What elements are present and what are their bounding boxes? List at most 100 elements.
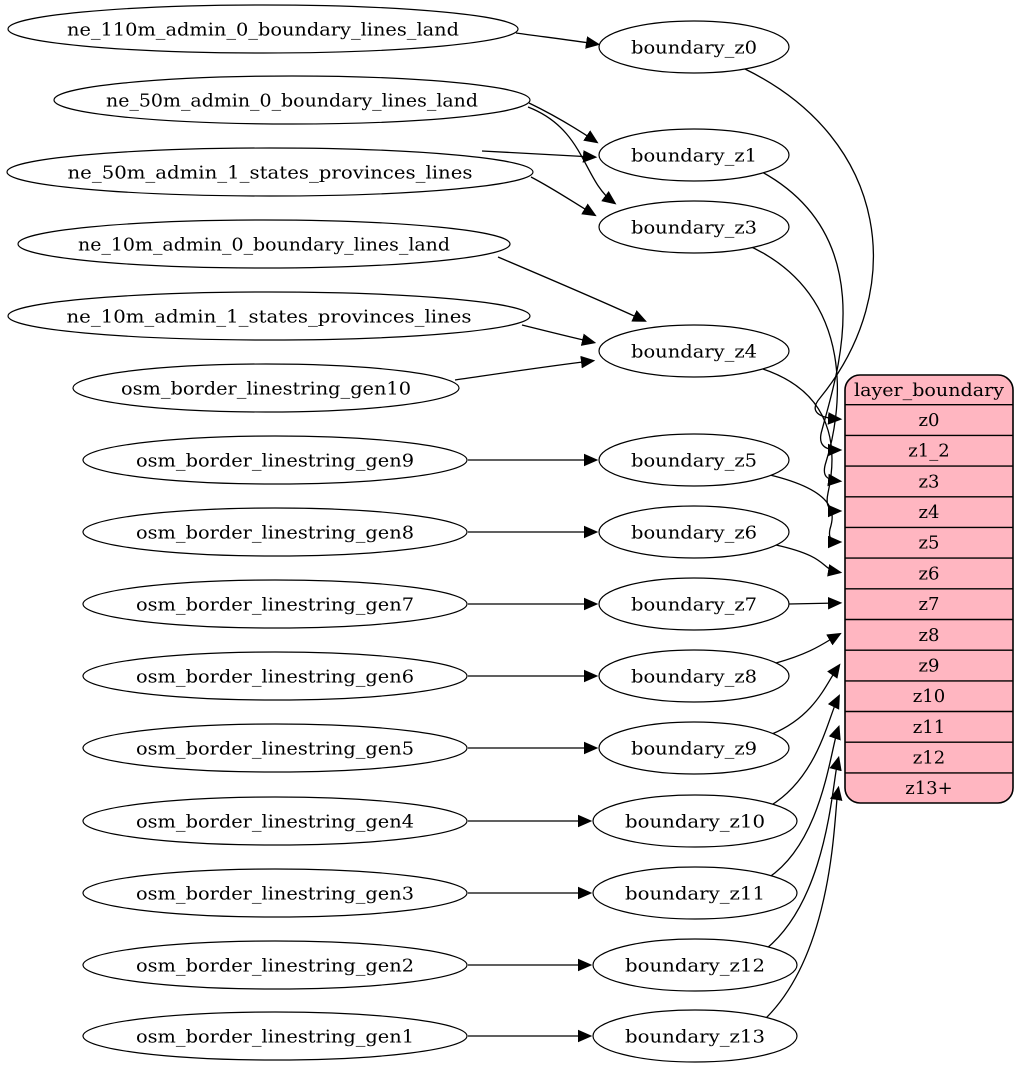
node-label: boundary_z10	[625, 812, 765, 833]
edge-ne50m-admin0-to-boundary-z1	[528, 102, 599, 144]
node-osm-border-linestring-gen1: osm_border_linestring_gen1	[82, 1011, 468, 1061]
table-row-label-z12: z12	[913, 748, 945, 769]
node-label: ne_50m_admin_0_boundary_lines_land	[106, 91, 478, 112]
edge-ne50m-admin1-to-boundary-z3	[530, 176, 597, 217]
node-label: boundary_z9	[631, 739, 757, 760]
node-ellipse	[72, 363, 460, 413]
node-label: boundary_z11	[625, 884, 765, 905]
node-ellipse	[598, 200, 790, 254]
edge-osm-gen10-to-boundary-z4	[454, 355, 596, 381]
table-row-label-z10: z10	[913, 686, 945, 707]
edge-boundary-z10-to-row-z10	[769, 694, 840, 807]
node-boundary-z9: boundary_z9	[598, 721, 790, 775]
node-boundary-z8: boundary_z8	[598, 649, 790, 703]
node-boundary-z4: boundary_z4	[598, 324, 790, 378]
edge-boundary-z3-to-row-z3	[744, 243, 843, 487]
table-row-label-z1-2: z1_2	[908, 441, 949, 462]
table-row-label-z7: z7	[919, 594, 940, 615]
edge-boundary-z11-to-row-z11	[767, 724, 841, 879]
node-ellipse	[82, 507, 468, 557]
edge-ne10m-admin1-to-boundary-z4	[521, 324, 597, 346]
node-ellipse	[82, 796, 468, 846]
node-ellipse	[592, 866, 798, 920]
node-osm-border-linestring-gen2: osm_border_linestring_gen2	[82, 940, 468, 990]
table-row-label-z6: z6	[919, 563, 940, 584]
table-row-label-z11: z11	[913, 717, 945, 738]
node-osm-border-linestring-gen3: osm_border_linestring_gen3	[82, 868, 468, 918]
node-ellipse	[6, 147, 534, 197]
node-ellipse	[82, 940, 468, 990]
node-label: osm_border_linestring_gen6	[136, 667, 414, 688]
node-ellipse	[598, 649, 790, 703]
node-boundary-z6: boundary_z6	[598, 505, 790, 559]
node-osm-border-linestring-gen6: osm_border_linestring_gen6	[82, 651, 468, 701]
edge-boundary-z1-to-row-z1-2	[761, 171, 844, 457]
node-label: ne_10m_admin_0_boundary_lines_land	[78, 235, 450, 256]
edge-boundary-z12-to-row-z12	[765, 755, 842, 950]
node-label: boundary_z5	[631, 451, 757, 472]
node-ellipse	[82, 435, 468, 485]
table-layer-boundary: layer_boundary z0 z1_2 z3 z4 z5 z6 z7 z8…	[844, 374, 1014, 804]
node-ne-10m-admin-1-states-provinces-lines: ne_10m_admin_1_states_provinces_lines	[7, 291, 531, 341]
node-label: osm_border_linestring_gen7	[136, 595, 414, 616]
node-label: boundary_z6	[631, 523, 757, 544]
edge-boundary-z7-to-row-z7	[788, 596, 843, 610]
edge-group-source-to-stage	[454, 32, 647, 1043]
node-ellipse	[598, 577, 790, 631]
node-ellipse	[82, 723, 468, 773]
node-ellipse	[82, 579, 468, 629]
node-ellipse	[598, 433, 790, 487]
node-boundary-z0: boundary_z0	[598, 20, 790, 74]
table-row-label-z0: z0	[919, 410, 940, 431]
node-osm-border-linestring-gen8: osm_border_linestring_gen8	[82, 507, 468, 557]
table-row-label-z5: z5	[919, 533, 940, 554]
node-label: osm_border_linestring_gen4	[136, 812, 414, 833]
edge-ne50m-admin0-to-boundary-z3	[527, 106, 617, 205]
stage-node-group: boundary_z0 boundary_z1 boundary_z3 boun…	[592, 20, 798, 1063]
edge-ne50m-admin1-to-boundary-z1	[481, 150, 598, 163]
node-boundary-z10: boundary_z10	[592, 794, 798, 848]
node-label: osm_border_linestring_gen1	[136, 1027, 414, 1048]
table-title: layer_boundary	[854, 380, 1005, 401]
node-label: ne_110m_admin_0_boundary_lines_land	[67, 20, 459, 41]
node-label: boundary_z8	[631, 667, 757, 688]
node-osm-border-linestring-gen9: osm_border_linestring_gen9	[82, 435, 468, 485]
node-label: boundary_z0	[631, 38, 757, 59]
node-osm-border-linestring-gen5: osm_border_linestring_gen5	[82, 723, 468, 773]
node-label: ne_50m_admin_1_states_provinces_lines	[68, 163, 473, 184]
node-label: boundary_z12	[625, 956, 765, 977]
node-ellipse	[82, 1011, 468, 1061]
node-label: osm_border_linestring_gen9	[136, 451, 414, 472]
node-ellipse	[82, 868, 468, 918]
node-ellipse	[17, 219, 511, 269]
node-osm-border-linestring-gen10: osm_border_linestring_gen10	[72, 363, 460, 413]
table-row-label-z4: z4	[919, 502, 940, 523]
edge-boundary-z13-to-row-z13plus	[763, 785, 843, 1021]
edge-boundary-z5-to-row-z5	[769, 474, 843, 549]
node-ellipse	[7, 4, 519, 54]
edge-boundary-z9-to-row-z9	[771, 663, 841, 735]
node-label: boundary_z13	[625, 1027, 765, 1048]
edge-group-stage-to-table	[744, 68, 874, 1021]
node-label: osm_border_linestring_gen2	[136, 956, 414, 977]
node-label: ne_10m_admin_1_states_provinces_lines	[67, 307, 472, 328]
node-osm-border-linestring-gen7: osm_border_linestring_gen7	[82, 579, 468, 629]
node-label: boundary_z7	[631, 595, 757, 616]
edge-boundary-z8-to-row-z8	[775, 632, 842, 664]
source-node-group: ne_110m_admin_0_boundary_lines_land ne_5…	[6, 4, 534, 1061]
table-row-label-z3: z3	[919, 471, 940, 492]
node-boundary-z3: boundary_z3	[598, 200, 790, 254]
node-boundary-z12: boundary_z12	[592, 938, 798, 992]
node-label: osm_border_linestring_gen10	[121, 379, 411, 400]
node-ellipse	[7, 291, 531, 341]
table-row-label-z9: z9	[919, 656, 940, 677]
node-ellipse	[598, 505, 790, 559]
node-label: boundary_z1	[631, 146, 757, 167]
edge-boundary-z6-to-row-z6	[775, 544, 843, 577]
node-label: boundary_z3	[631, 218, 757, 239]
node-label: osm_border_linestring_gen3	[136, 884, 414, 905]
node-ne-50m-admin-1-states-provinces-lines: ne_50m_admin_1_states_provinces_lines	[6, 147, 534, 197]
node-label: osm_border_linestring_gen8	[136, 523, 414, 544]
